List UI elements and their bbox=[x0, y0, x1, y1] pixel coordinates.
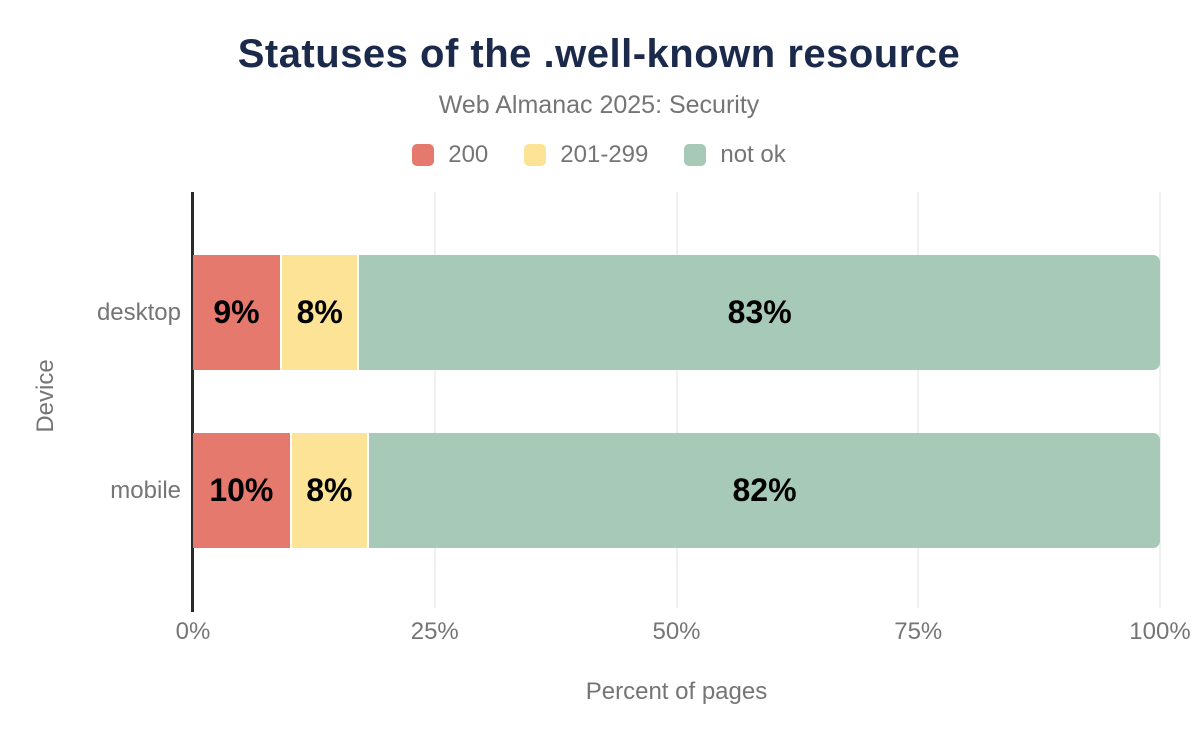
bar-segment-desktop-not-ok: 83% bbox=[357, 255, 1160, 370]
value-label: 8% bbox=[296, 294, 343, 330]
legend-item-201-299: 201-299 bbox=[524, 141, 648, 169]
bar-segment-mobile-200: 10% bbox=[193, 433, 290, 548]
x-tick-label-75: 75% bbox=[894, 618, 943, 645]
chart-title: Statuses of the .well-known resource bbox=[237, 32, 961, 76]
x-tick-label-50: 50% bbox=[652, 618, 701, 645]
legend-swatch-icon bbox=[684, 144, 707, 166]
bar-segment-desktop-200: 9% bbox=[193, 255, 281, 370]
legend-label: 201-299 bbox=[560, 141, 649, 168]
category-label-desktop: desktop bbox=[96, 298, 181, 326]
bar-desktop: 9% 8% 83% bbox=[193, 255, 1160, 370]
plot-area: 9% 8% 83% 10% 8% 82% bbox=[191, 192, 1161, 612]
gridline-100 bbox=[1159, 192, 1161, 608]
legend-item-not-ok: not ok bbox=[684, 141, 786, 169]
value-label: 82% bbox=[732, 472, 797, 508]
category-label-mobile: mobile bbox=[110, 476, 181, 504]
value-label: 83% bbox=[727, 294, 792, 330]
bar-segment-mobile-not-ok: 82% bbox=[367, 433, 1160, 548]
value-label: 9% bbox=[213, 294, 260, 330]
value-label: 8% bbox=[306, 472, 353, 508]
chart-subtitle: Web Almanac 2025: Security bbox=[438, 91, 760, 119]
bar-segment-desktop-201-299: 8% bbox=[280, 255, 358, 370]
gridline-50 bbox=[675, 192, 678, 608]
gridline-75 bbox=[917, 192, 920, 608]
legend: 200 201-299 not ok bbox=[0, 141, 1198, 169]
legend-label: 200 bbox=[448, 141, 489, 168]
gridline-25 bbox=[433, 192, 436, 608]
bar-segment-mobile-201-299: 8% bbox=[289, 433, 368, 548]
x-tick-label-100: 100% bbox=[1129, 618, 1191, 645]
legend-item-200: 200 bbox=[412, 141, 488, 169]
bar-mobile: 10% 8% 82% bbox=[193, 433, 1160, 548]
y-axis-title: Device bbox=[32, 359, 59, 433]
y-axis-line bbox=[191, 192, 194, 612]
legend-swatch-icon bbox=[412, 144, 435, 166]
value-label: 10% bbox=[209, 472, 274, 508]
legend-swatch-icon bbox=[524, 144, 547, 166]
legend-label: not ok bbox=[720, 141, 786, 168]
x-tick-label-0: 0% bbox=[175, 618, 211, 645]
x-tick-label-25: 25% bbox=[410, 618, 459, 645]
x-axis-title: Percent of pages bbox=[585, 678, 768, 705]
